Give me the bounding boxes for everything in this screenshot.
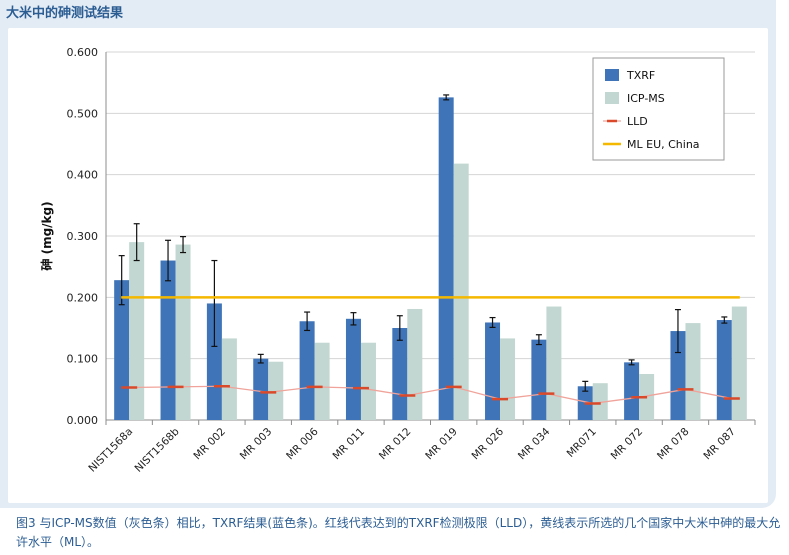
txrf-bar [670, 331, 686, 420]
legend-label: ICP-MS [627, 92, 665, 105]
icpms-bar [221, 338, 237, 420]
icpms-bar [360, 342, 376, 420]
x-tick-label: MR 019 [423, 426, 460, 463]
x-tick-label: MR 026 [470, 425, 507, 462]
icpms-bar [731, 306, 747, 420]
icpms-bar [129, 242, 145, 420]
txrf-bar [624, 362, 640, 420]
txrf-bar [114, 280, 130, 420]
y-tick-label: 0.000 [67, 414, 99, 427]
arsenic-bar-chart: 0.000 0.100 0.200 0.300 0.400 0.500 0.600 砷 (mg… [39, 46, 756, 475]
txrf-bar [299, 321, 315, 420]
legend-label: TXRF [626, 69, 655, 82]
x-tick-label: MR 078 [655, 426, 692, 463]
txrf-bar [345, 318, 361, 420]
x-tick-label: MR071 [565, 426, 599, 460]
x-tick-label: NIST1568a [86, 426, 135, 475]
txrf-bar [206, 303, 222, 420]
x-tick-label: MR 003 [238, 426, 275, 463]
legend-swatch [605, 92, 619, 104]
icpms-bar [546, 306, 562, 420]
figure-caption: 图3 与ICP-MS数值（灰色条）相比，TXRF结果(蓝色条)。红线代表达到的T… [16, 516, 781, 549]
txrf-bar [531, 339, 547, 420]
y-tick-label: 0.400 [67, 169, 99, 182]
y-axis-label: 砷 (mg/kg) [39, 201, 54, 270]
txrf-bar [716, 320, 732, 420]
chart-panel: 大米中的砷测试结果 0.000 0.100 0.200 0.300 0.400 0.500… [0, 0, 776, 508]
y-tick-label: 0.300 [67, 230, 99, 243]
x-tick-label: MR 072 [609, 426, 646, 463]
x-tick-label: NIST1568b [133, 425, 182, 474]
icpms-bar [453, 163, 469, 421]
panel-title: 大米中的砷测试结果 [6, 6, 124, 21]
icpms-bar [314, 342, 330, 420]
x-tick-label: MR 012 [377, 426, 414, 463]
y-tick-label: 0.500 [67, 107, 99, 120]
icpms-bar [500, 338, 516, 420]
icpms-bar [685, 323, 701, 420]
txrf-bar [253, 358, 269, 420]
icpms-bar [175, 244, 191, 420]
legend-label: LLD [627, 115, 648, 128]
x-tick-label: MR 006 [284, 425, 321, 462]
y-tick-label: 0.200 [67, 291, 99, 304]
txrf-bar [485, 322, 501, 420]
plot-card: 0.000 0.100 0.200 0.300 0.400 0.500 0.600 砷 (mg… [8, 28, 768, 503]
x-tick-label: MR 002 [191, 426, 228, 463]
y-tick-label: 0.100 [67, 353, 99, 366]
x-tick-label: MR 011 [331, 426, 368, 463]
x-tick-label: MR 034 [516, 425, 553, 462]
legend-swatch [605, 69, 619, 81]
txrf-bar [160, 260, 176, 420]
x-tick-label: MR 087 [701, 426, 738, 463]
icpms-bar [592, 383, 608, 420]
icpms-bar [407, 308, 423, 420]
y-tick-label: 0.600 [67, 46, 99, 59]
txrf-bar [438, 97, 454, 421]
txrf-bar [392, 328, 408, 420]
legend-label: ML EU, China [627, 138, 700, 151]
